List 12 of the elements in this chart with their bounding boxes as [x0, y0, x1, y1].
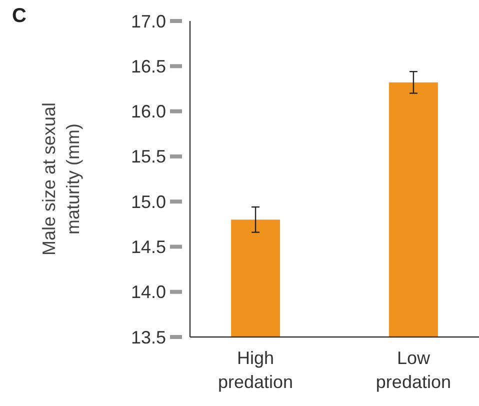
y-tick-label: 14.0 [130, 282, 166, 302]
y-tick-label: 17.0 [130, 11, 166, 32]
x-tick-label: High predation [218, 348, 294, 392]
y-tick-label: 16.5 [130, 56, 166, 76]
text: C [12, 5, 26, 27]
y-tick-label: 16.0 [130, 102, 166, 122]
y-tick-label: 14.5 [130, 237, 166, 258]
y-axis-title: Male size at sexual maturity (mm) [39, 102, 83, 256]
y-tick-label: 15.0 [130, 192, 166, 212]
y-tick-label: 15.5 [130, 146, 166, 167]
y-tick-label: 13.5 [130, 327, 166, 348]
x-tick-label: Low predation [376, 348, 451, 392]
